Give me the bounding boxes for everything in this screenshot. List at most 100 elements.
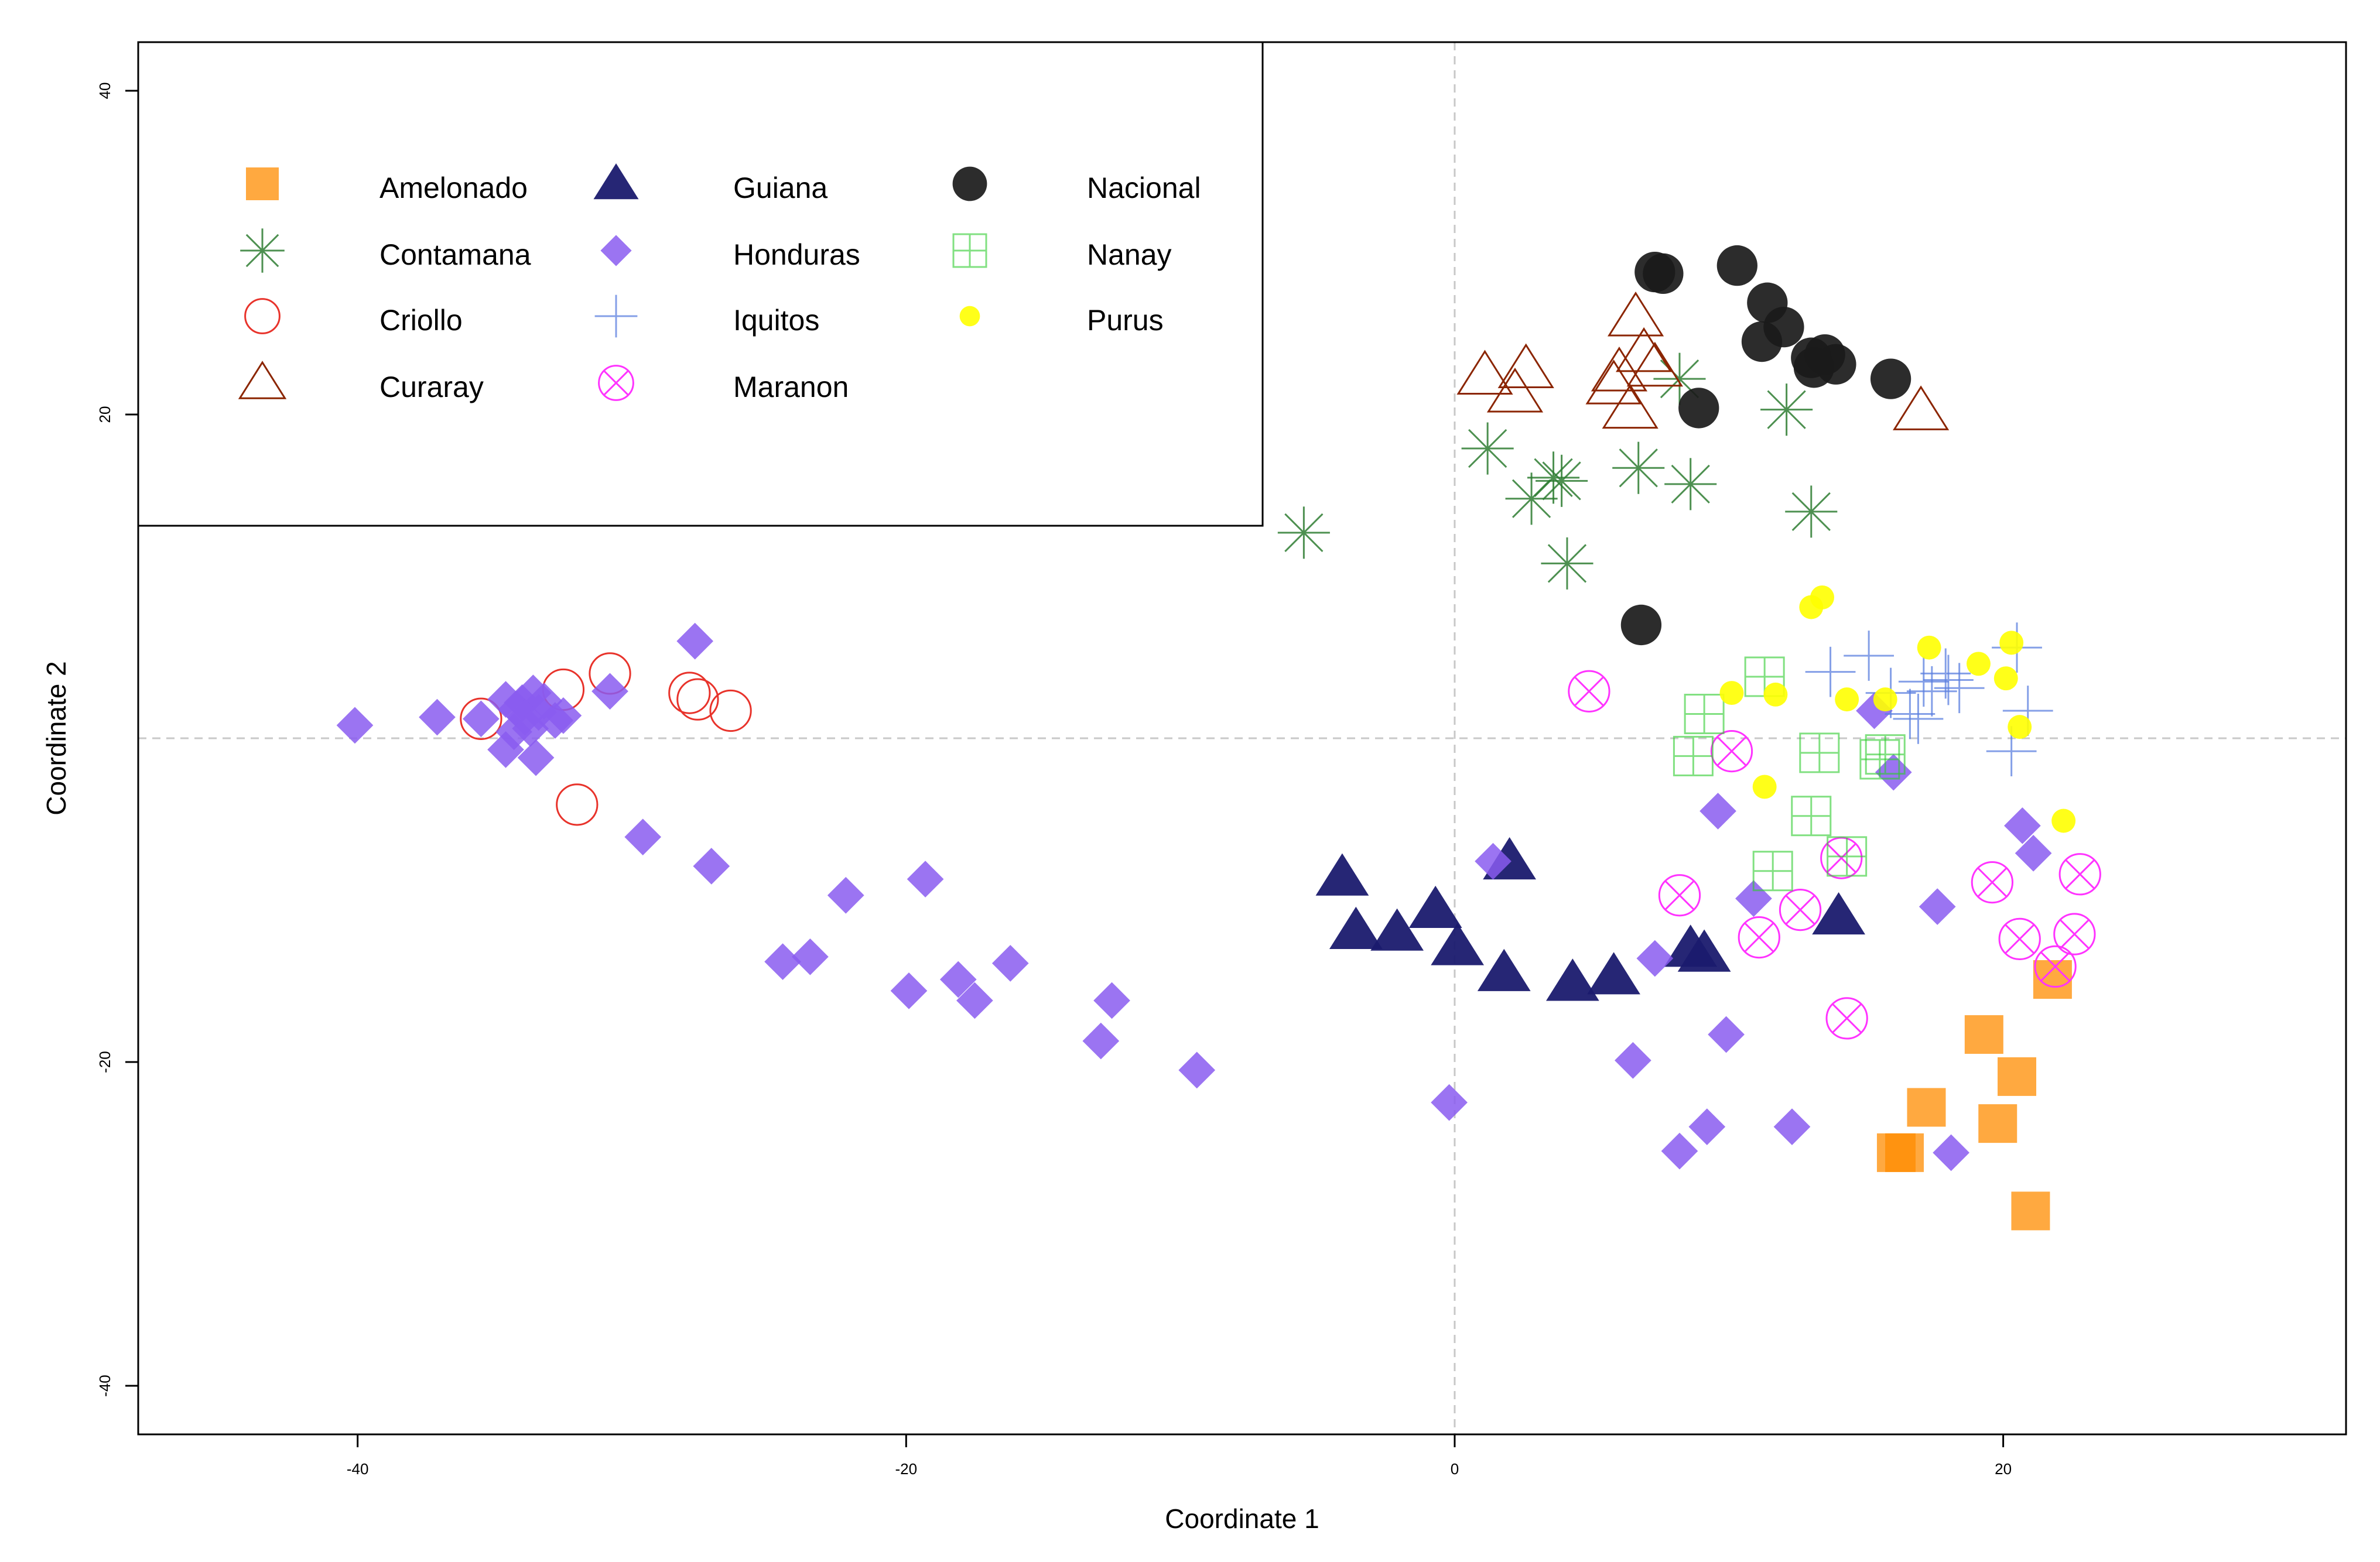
- point-curaray: [1456, 350, 1513, 395]
- legend-marker-amelonado: [246, 167, 279, 200]
- point-curaray: [1591, 347, 1648, 392]
- legend-label-honduras: Honduras: [733, 238, 860, 271]
- legend-label-criollo: Criollo: [379, 304, 463, 337]
- point-honduras: [2004, 807, 2041, 844]
- legend-marker-purus: [959, 306, 980, 327]
- point-maranon: [1568, 670, 1610, 713]
- legend-marker-criollo: [244, 298, 281, 334]
- legend-marker-nacional: [952, 166, 987, 201]
- point-guiana: [1370, 908, 1424, 951]
- point-honduras: [517, 739, 555, 776]
- legend-marker-guiana: [593, 163, 639, 200]
- point-amelonado: [2011, 1191, 2050, 1231]
- point-iquitos: [1885, 688, 1936, 739]
- point-curaray: [1893, 385, 1950, 430]
- point-contamana: [1536, 454, 1588, 507]
- point-nanay: [1799, 732, 1840, 773]
- series-nanay: [1673, 656, 1906, 892]
- point-purus: [1719, 681, 1744, 705]
- legend-label-amelonado: Amelonado: [379, 172, 528, 204]
- point-amelonado: [1998, 1057, 2037, 1096]
- point-contamana: [1541, 537, 1593, 590]
- point-honduras: [591, 673, 628, 710]
- point-purus: [2008, 715, 2032, 739]
- point-purus: [1873, 687, 1897, 712]
- legend-marker-honduras: [600, 235, 632, 266]
- point-honduras: [1735, 880, 1772, 917]
- point-nacional: [1678, 388, 1719, 429]
- point-iquitos: [1893, 693, 1944, 744]
- point-nanay: [1791, 796, 1832, 837]
- point-nanay: [1865, 734, 1906, 775]
- point-honduras: [463, 700, 500, 738]
- point-iquitos: [1844, 631, 1895, 681]
- point-honduras: [890, 972, 928, 1009]
- point-honduras: [827, 876, 864, 914]
- series-honduras: [336, 622, 2052, 1172]
- legend-label-purus: Purus: [1087, 304, 1164, 337]
- point-honduras: [2015, 834, 2052, 872]
- x-tick-label: 20: [1995, 1460, 2012, 1478]
- point-maranon: [1998, 917, 2041, 961]
- point-purus: [1835, 687, 1859, 712]
- point-nacional: [1870, 358, 1911, 399]
- point-maranon: [2053, 913, 2096, 955]
- legend-label-maranon: Maranon: [733, 371, 849, 403]
- point-curaray: [1585, 359, 1642, 405]
- point-contamana: [1612, 441, 1665, 494]
- y-axis-title: Coordinate 2: [41, 661, 71, 815]
- x-tick-label: -20: [895, 1460, 918, 1478]
- point-guiana: [1812, 892, 1865, 935]
- series-curaray: [1456, 292, 1950, 430]
- legend-label-contamana: Contamana: [379, 238, 531, 271]
- x-tick-label: -40: [347, 1460, 369, 1478]
- legend-marker-maranon: [598, 365, 634, 401]
- point-honduras: [1661, 1132, 1698, 1170]
- point-nacional: [1716, 245, 1757, 286]
- legend-marker-nanay: [952, 233, 987, 268]
- point-nacional: [1763, 307, 1804, 348]
- series-contamana: [1277, 352, 1838, 590]
- point-guiana: [1587, 952, 1640, 995]
- point-maranon: [2034, 945, 2077, 988]
- legend-marker-iquitos: [594, 294, 638, 338]
- point-guiana: [1431, 923, 1485, 965]
- point-honduras: [1475, 842, 1512, 880]
- point-amelonado: [1876, 1133, 1916, 1172]
- point-nanay: [1859, 739, 1900, 780]
- point-contamana: [1527, 451, 1580, 504]
- y-tick-label: 20: [96, 406, 114, 423]
- legend: Amelonado Contamana Criollo Curaray Guiana Ho…: [137, 41, 1264, 527]
- point-nacional: [1620, 604, 1662, 646]
- point-contamana: [1785, 485, 1838, 538]
- series-nacional: [1620, 245, 1911, 646]
- point-guiana: [1329, 906, 1383, 949]
- point-honduras: [1688, 1108, 1726, 1145]
- point-maranon: [1658, 874, 1701, 917]
- point-curaray: [1616, 327, 1673, 372]
- point-honduras: [1178, 1051, 1216, 1089]
- point-guiana: [1477, 948, 1531, 991]
- series-maranon: [1568, 670, 2101, 1040]
- point-contamana: [1277, 506, 1330, 559]
- point-contamana: [1664, 458, 1717, 511]
- point-curaray: [1602, 383, 1659, 429]
- point-criollo: [709, 689, 752, 732]
- point-nacional: [1815, 344, 1856, 385]
- point-honduras: [1082, 1022, 1120, 1060]
- point-honduras: [336, 707, 374, 744]
- point-honduras: [907, 861, 944, 898]
- legend-label-iquitos: Iquitos: [733, 304, 819, 337]
- point-guiana: [1677, 929, 1731, 972]
- data-points: [336, 245, 2101, 1231]
- axes: -40 -20 0 20 -40 -20 20 40: [96, 82, 2012, 1478]
- point-purus: [1763, 682, 1788, 707]
- point-honduras: [1919, 888, 1956, 925]
- point-guiana: [1545, 958, 1599, 1001]
- point-honduras: [1773, 1108, 1811, 1145]
- series-amelonado: [1876, 960, 2072, 1231]
- y-tick-label: -20: [96, 1051, 114, 1073]
- point-honduras: [792, 938, 829, 975]
- point-nanay: [1752, 851, 1793, 892]
- point-purus: [1999, 631, 2024, 655]
